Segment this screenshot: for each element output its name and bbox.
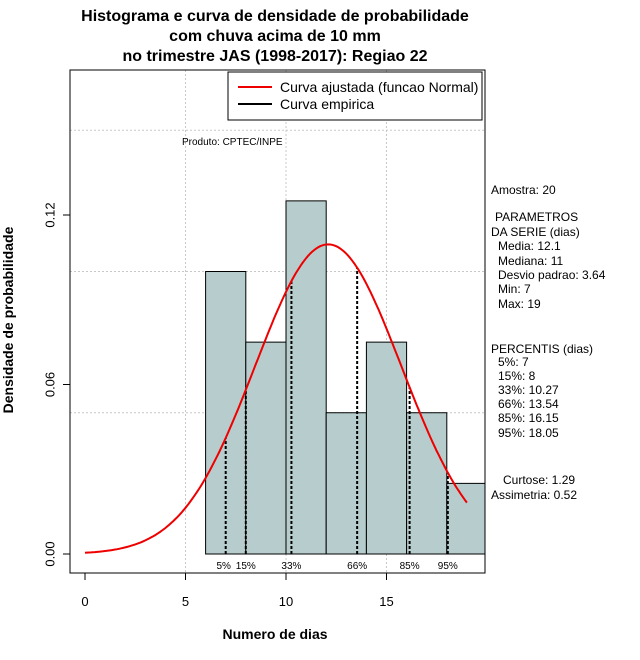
stats-params-line: Mediana: 11 [498, 254, 563, 268]
x-axis-label: Numero de dias [222, 626, 327, 642]
axes-layer: 0 5 10 15 0.00 0.06 0.12 [43, 202, 394, 609]
x-tick-label: 10 [279, 594, 293, 609]
y-tick-label: 0.12 [43, 202, 58, 227]
legend-label-fitted: Curva ajustada (funcao Normal) [280, 79, 478, 95]
product-note: Produto: CPTEC/INPE [182, 137, 283, 148]
legend-label-empirical: Curva empirica [280, 96, 374, 112]
x-tick-label: 15 [379, 594, 393, 609]
legend-box [227, 71, 483, 121]
stats-percentis-line: 66%: 13.54 [498, 397, 559, 411]
stats-skewness: Assimetria: 0.52 [491, 488, 577, 502]
x-tick-label: 0 [81, 594, 88, 609]
histogram-bar [406, 412, 448, 555]
stats-shape: Curtose: 1.29 Assimetria: 0.52 [491, 473, 577, 502]
percentile-lines-layer: 5% 15% 33% 66% 85% 95% [216, 267, 458, 572]
x-tick-label: 5 [182, 594, 189, 609]
stats-kurtosis: Curtose: 1.29 [503, 473, 575, 487]
histogram-bar [365, 341, 408, 555]
y-axis-label: Densidade de probabilidade [0, 226, 16, 413]
stats-params: PARAMETROS DA SERIE (dias) Media: 12.1 M… [491, 210, 606, 311]
stats-params-line: DA SERIE (dias) [491, 225, 580, 239]
percentile-label: 5% [216, 561, 231, 572]
fitted-normal-curve [84, 243, 468, 554]
stats-sample: Amostra: 20 [491, 183, 556, 197]
percentile-label: 15% [236, 561, 256, 572]
stats-params-line: Max: 19 [498, 297, 541, 311]
stats-params-line: PARAMETROS [495, 210, 578, 224]
chart-title-line-1: Histograma e curva de densidade de proba… [81, 8, 469, 25]
chart-title-line-2: com chuva acima de 10 mm [169, 28, 381, 45]
histogram-bar [446, 482, 486, 555]
chart-title-line-3: no trimestre JAS (1998-2017): Regiao 22 [122, 48, 427, 65]
percentile-label: 66% [347, 561, 367, 572]
stats-percentis: PERCENTIS (dias) 5%: 7 15%: 8 33%: 10.27… [491, 342, 593, 440]
stats-percentis-line: 5%: 7 [498, 355, 529, 369]
stats-params-line: Min: 7 [498, 282, 531, 296]
stats-params-line: Media: 12.1 [498, 239, 561, 253]
y-tick-label: 0.00 [43, 541, 58, 566]
stats-percentis-line: 33%: 10.27 [498, 383, 559, 397]
histogram-bar [325, 412, 367, 555]
percentile-label: 33% [281, 561, 301, 572]
percentile-label: 85% [400, 561, 420, 572]
stats-percentis-line: 85%: 16.15 [498, 411, 559, 425]
bars-layer [205, 200, 486, 555]
stats-params-line: Desvio padrao: 3.64 [498, 268, 606, 282]
histogram-bar [245, 341, 287, 555]
plot-frame [69, 69, 486, 574]
percentile-label: 95% [438, 561, 458, 572]
stats-percentis-line: 15%: 8 [498, 369, 536, 383]
curve-layer [84, 243, 468, 554]
legend: Curva ajustada (funcao Normal) Curva emp… [227, 71, 483, 121]
stats-percentis-line: 95%: 18.05 [498, 426, 559, 440]
stats-percentis-line: PERCENTIS (dias) [491, 342, 593, 356]
y-tick-label: 0.06 [43, 372, 58, 397]
